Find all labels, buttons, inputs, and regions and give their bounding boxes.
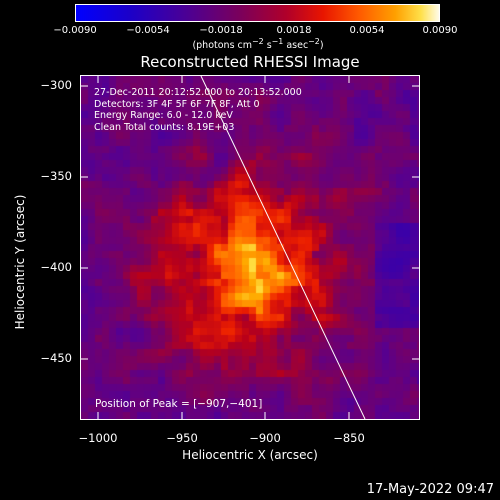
plot-title: Reconstructed RHESSI Image [140,53,360,71]
info-detectors: Detectors: 3F 4F 5F 6F 7F 8F, Att 0 [94,98,260,110]
x-axis-label: Heliocentric X (arcsec) [182,448,318,462]
info-total-counts: Clean Total counts: 8.19E+03 [94,121,235,133]
x-tick-label: −850 [333,431,365,445]
colorbar-tick-label: 0.0090 [422,25,458,36]
colorbar-tick-label: −0.0090 [53,25,97,36]
plot-area: 27-Dec-2011 20:12:52.000 to 20:13:52.000… [80,75,420,420]
hxr-image-heatmap [81,76,419,419]
colorbar-tick-label: 0.0018 [276,25,312,36]
plot-overlay [200,76,366,419]
peak-position-label: Position of Peak = [−907,−401] [95,398,263,410]
y-axis-label: Heliocentric Y (arcsec) [13,194,27,330]
colorbar [75,4,440,22]
x-tick-label: −1000 [78,431,118,445]
info-time-range: 27-Dec-2011 20:12:52.000 to 20:13:52.000 [94,87,302,98]
colorbar-tick-label: 0.0054 [349,25,385,36]
x-tick-label: −900 [249,431,281,445]
y-tick-label: −450 [40,351,72,365]
info-energy-range: Energy Range: 6.0 - 12.0 keV [94,110,233,121]
y-tick-label: −400 [40,260,72,274]
observation-info: 27-Dec-2011 20:12:52.000 to 20:13:52.000… [94,87,302,133]
y-tick-label: −300 [40,78,72,92]
solar-limb-line [200,76,366,419]
x-tick-label: −950 [166,431,198,445]
colorbar-tick-label: −0.0018 [199,25,243,36]
colorbar-tick-label: −0.0054 [126,25,170,36]
y-tick-label: −350 [40,169,72,183]
colorbar-units-label: (photons cm−2 s−1 asec−2) [192,37,324,52]
plot-timestamp: 17-May-2022 09:47 [366,482,494,497]
